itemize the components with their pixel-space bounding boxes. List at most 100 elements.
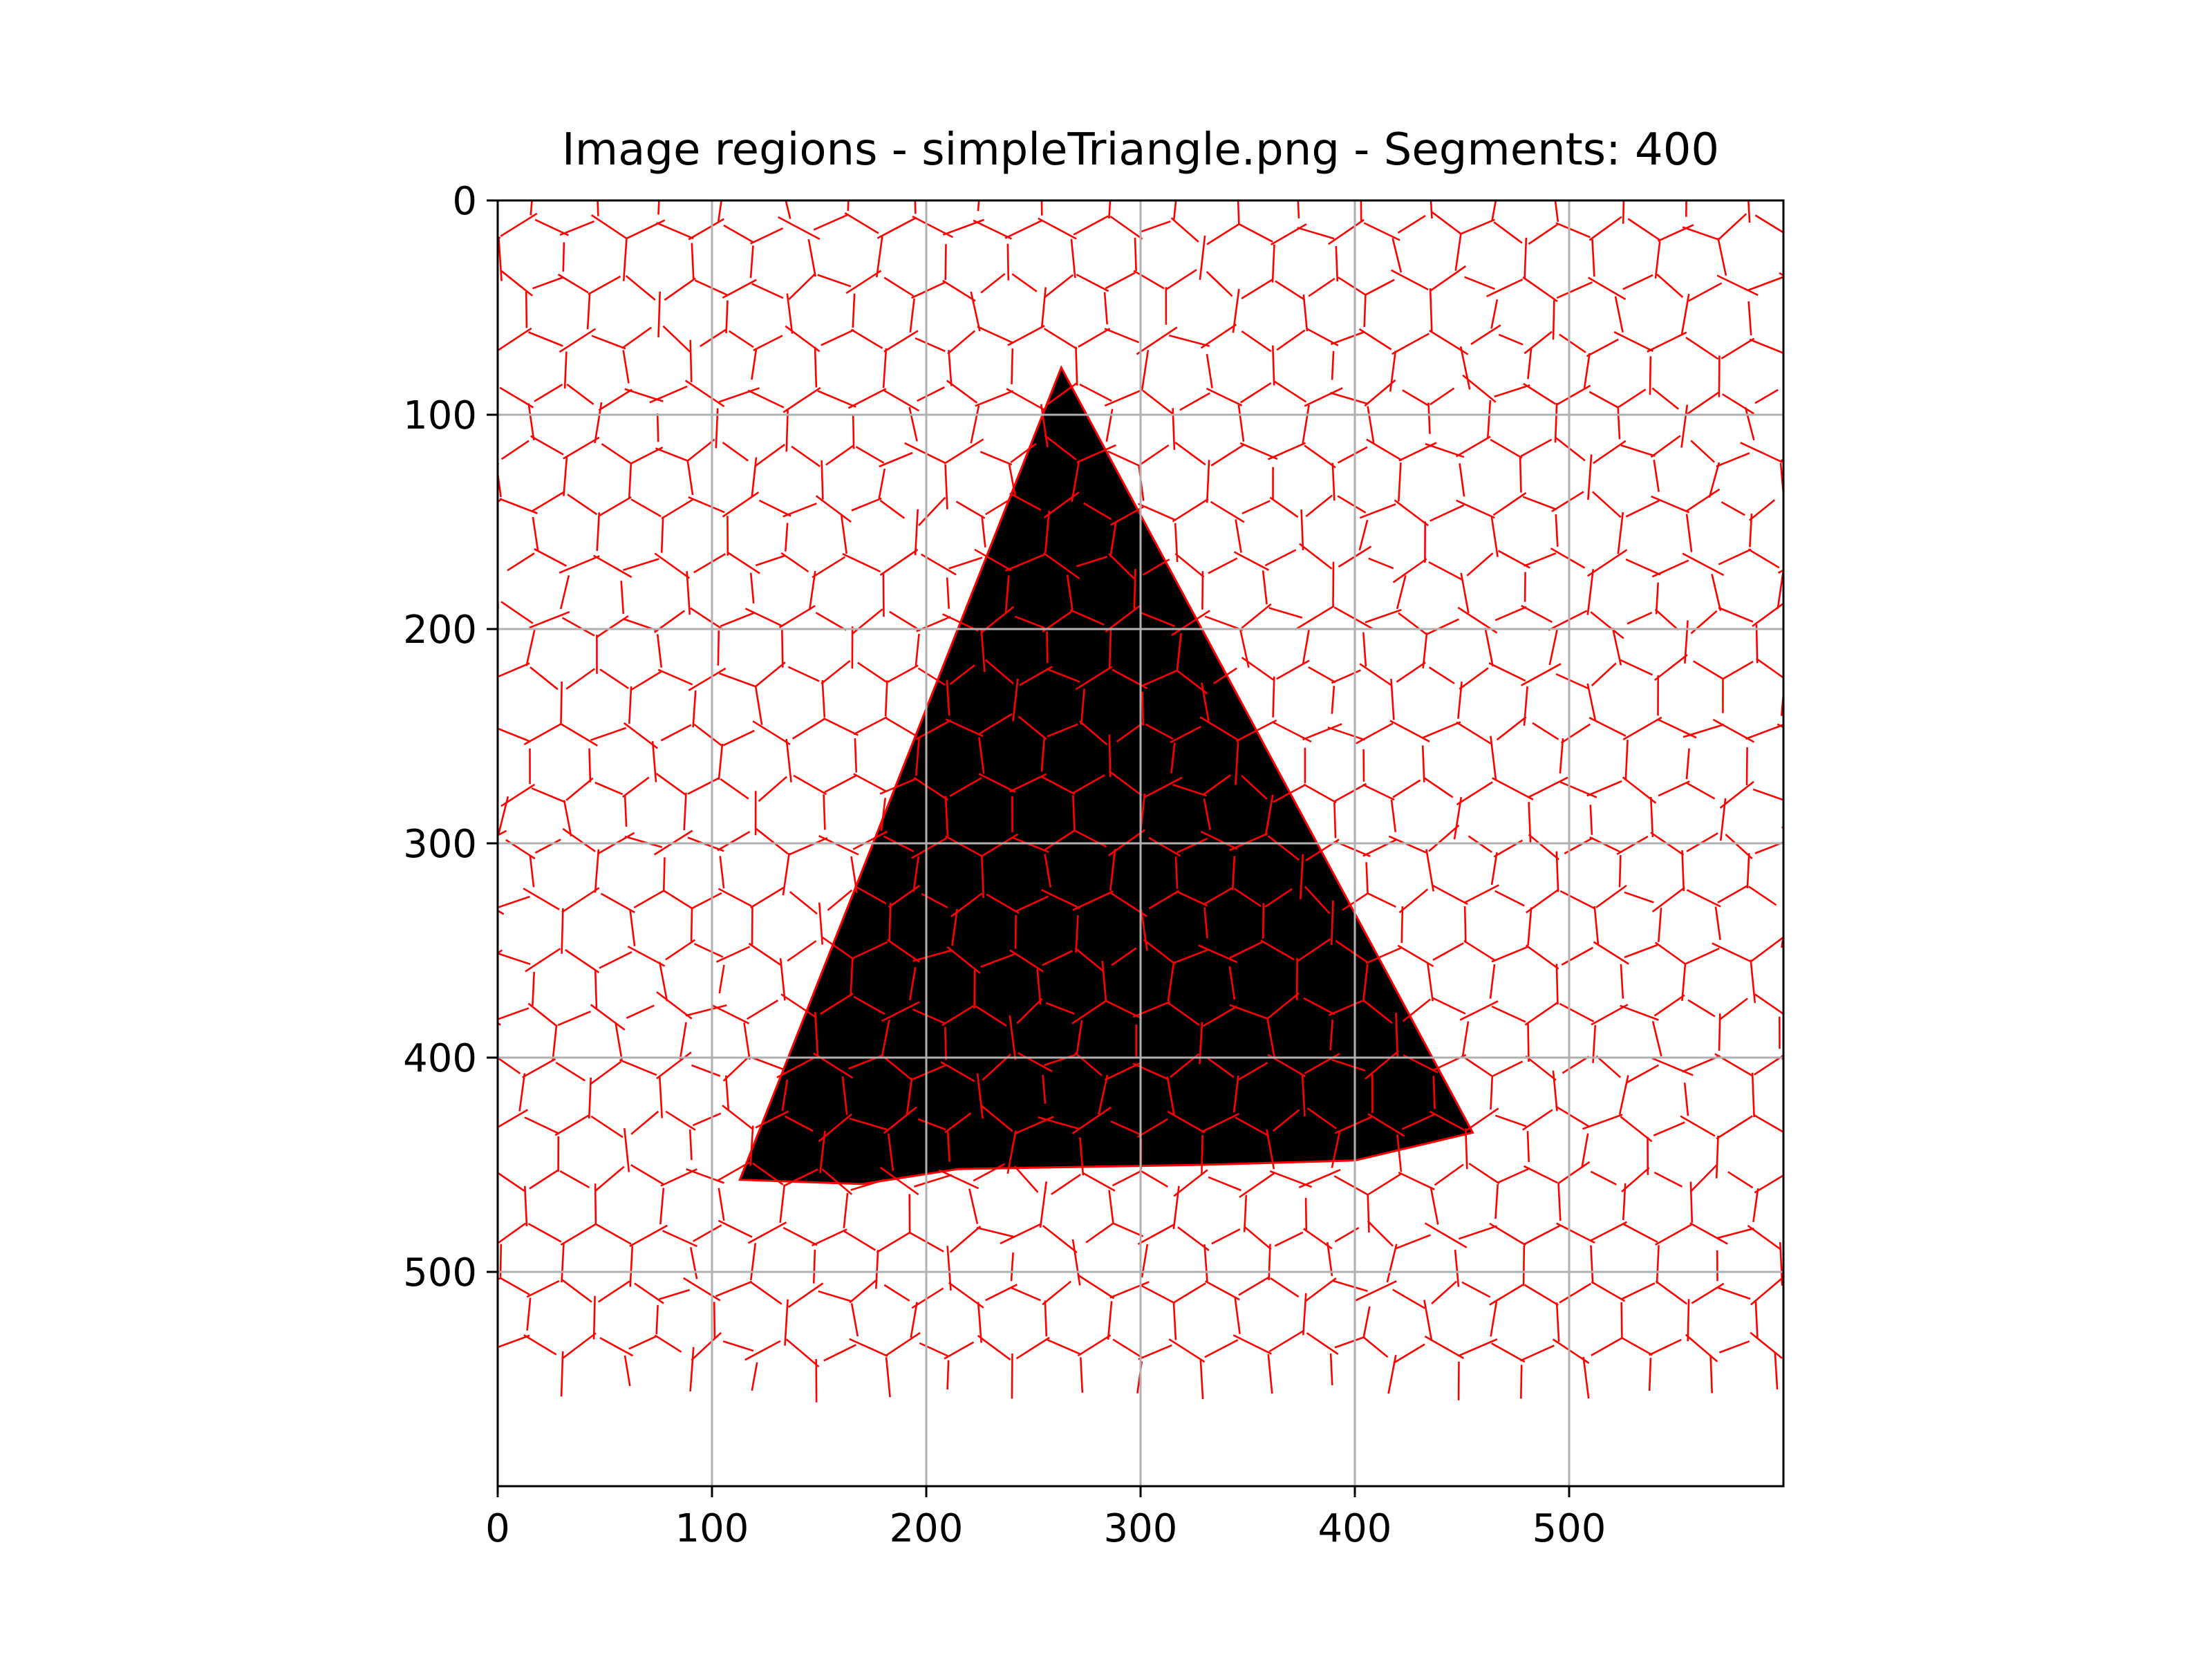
segment-edge-706 [1272, 676, 1275, 718]
segment-edge-312 [1364, 379, 1396, 407]
segment-edge-1101 [1044, 1053, 1076, 1067]
segment-edge-334 [1848, 391, 1879, 413]
segment-edge-621 [787, 666, 820, 682]
segment-edge-751 [785, 738, 792, 782]
segment-edge-220 [821, 329, 854, 346]
segment-edge-670 [493, 684, 494, 721]
segment-edge-384 [1455, 435, 1491, 458]
segment-edge-1100 [1018, 1051, 1053, 1072]
segment-edge-240 [1241, 330, 1272, 353]
segment-edge-917 [1398, 888, 1429, 914]
segment-edge-187 [1556, 281, 1593, 299]
segment-edge-1463 [1687, 1299, 1690, 1342]
segment-edge-1286 [692, 1224, 722, 1242]
segment-edge-773 [1172, 783, 1208, 797]
segment-edge-1170 [1071, 1106, 1112, 1134]
segment-edge-1037 [1167, 964, 1175, 1002]
segment-edge-510 [1358, 519, 1369, 551]
segment-edge-707 [1199, 716, 1239, 741]
segment-edge-377 [1304, 444, 1336, 469]
segment-edge-1306 [1112, 1221, 1144, 1237]
segment-edge-1446 [1232, 1334, 1272, 1355]
segment-edge-1385 [1454, 1249, 1460, 1287]
segment-edge-131 [1786, 216, 1817, 234]
segment-edge-1243 [1208, 1176, 1241, 1192]
segment-edge-786 [1456, 781, 1493, 806]
segment-edge-1 [438, 158, 468, 176]
segment-edge-889 [789, 891, 818, 915]
segment-edge-991 [1561, 946, 1594, 966]
segment-edge-1081 [679, 1022, 687, 1060]
segment-edge-1204 [1817, 1117, 1846, 1132]
segment-edge-1439 [1172, 1303, 1177, 1340]
segment-edge-1013 [658, 962, 668, 1002]
segment-edge-1396 [1621, 1282, 1656, 1300]
segment-edge-1309 [1177, 1226, 1210, 1251]
segment-edge-1285 [662, 1230, 698, 1248]
segment-edge-484 [727, 552, 760, 574]
segment-edge-1462 [1591, 1337, 1623, 1357]
segment-edge-101 [1139, 220, 1171, 234]
segment-edge-557 [946, 577, 950, 609]
segment-edge-1438 [1077, 1334, 1112, 1357]
segment-edge-487 [780, 552, 809, 573]
segment-edge-213 [662, 325, 691, 353]
segment-edge-667 [1785, 666, 1819, 679]
segment-edge-582 [1398, 612, 1427, 635]
y-tick-label-500: 500 [403, 1250, 477, 1295]
segment-edge-572 [1262, 570, 1268, 605]
segment-edge-1492 [1648, 1358, 1652, 1391]
segment-edge-890 [827, 889, 853, 911]
segment-edge-393 [1650, 435, 1681, 458]
segment-edge-119 [1528, 223, 1559, 245]
x-tick-label-0: 0 [485, 1506, 510, 1551]
segment-edge-824 [852, 830, 888, 850]
segment-edge-593 [1711, 574, 1722, 611]
segment-edge-1401 [1718, 1286, 1751, 1300]
segment-edge-1172 [1110, 1120, 1141, 1136]
segment-edge-258 [1613, 331, 1653, 353]
segment-edge-62 [1754, 165, 1782, 185]
segment-edge-151 [788, 272, 816, 301]
segment-edge-1386 [1392, 1288, 1425, 1309]
segment-edge-1248 [1396, 1134, 1403, 1172]
segment-edge-467 [1817, 500, 1845, 512]
segment-edge-656 [1611, 627, 1622, 666]
segment-edge-1177 [1301, 1075, 1306, 1117]
segment-edge-540 [500, 601, 534, 624]
segment-edge-162 [1011, 273, 1038, 292]
segment-edge-1059 [1559, 1002, 1595, 1023]
segment-edge-740 [473, 778, 496, 796]
segment-edge-522 [1617, 512, 1624, 554]
segment-edge-1376 [1268, 1244, 1271, 1280]
segment-edge-1097 [940, 1061, 975, 1082]
segment-edge-954 [748, 942, 782, 967]
segment-edge-860 [1616, 835, 1649, 855]
segment-edge-69 [529, 200, 533, 216]
segment-edge-623 [915, 633, 920, 668]
segment-edge-606 [461, 660, 498, 682]
segment-edge-961 [912, 949, 952, 962]
segment-edge-712 [1390, 679, 1395, 720]
segment-edge-837 [1203, 798, 1211, 830]
segment-edge-534 [1808, 554, 1846, 570]
segment-edge-358 [970, 405, 980, 444]
segment-edge-997 [1685, 947, 1720, 965]
segment-edge-1082 [619, 1059, 657, 1076]
segment-edge-437 [1172, 498, 1209, 523]
segment-edge-98 [1073, 215, 1109, 236]
segment-edge-956 [888, 903, 892, 941]
segment-edge-518 [1466, 552, 1494, 577]
segment-edge-413 [661, 498, 693, 520]
segment-edge-1173 [1136, 1118, 1168, 1138]
segment-edge-988 [1491, 946, 1528, 963]
y-tick-label-400: 400 [403, 1036, 477, 1081]
segment-edge-681 [660, 724, 692, 742]
segment-edge-1151 [665, 1110, 696, 1131]
segment-edge-1368 [1010, 1286, 1042, 1302]
segment-edge-1447 [1268, 1330, 1304, 1353]
segment-edge-1176 [1201, 1112, 1240, 1133]
segment-edge-1390 [1489, 1283, 1524, 1306]
segment-edge-311 [1329, 391, 1367, 405]
segment-edge-563 [1066, 574, 1074, 610]
